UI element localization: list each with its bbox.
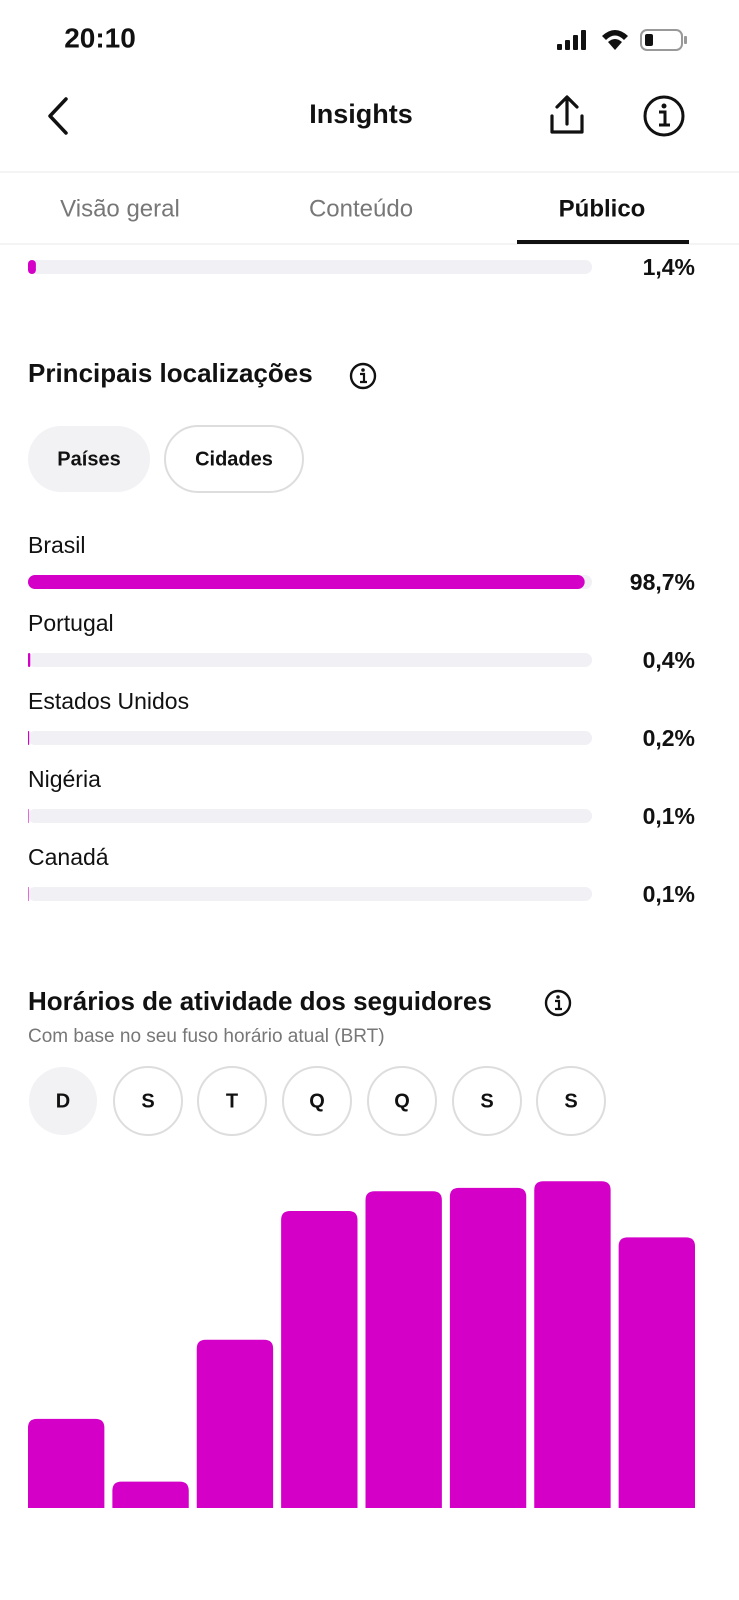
progress-track bbox=[28, 887, 592, 901]
day-button[interactable] bbox=[452, 1066, 522, 1136]
day-label[interactable]: Q bbox=[309, 1090, 325, 1112]
progress-fill bbox=[28, 575, 585, 589]
day-button[interactable] bbox=[282, 1066, 352, 1136]
progress-track bbox=[28, 260, 592, 274]
tab[interactable]: Conteúdo bbox=[309, 195, 413, 222]
progress-fill bbox=[28, 887, 29, 901]
filter-pill[interactable] bbox=[28, 426, 150, 492]
location-name: Canadá bbox=[28, 844, 109, 870]
filter-pill[interactable] bbox=[164, 425, 304, 493]
day-button[interactable] bbox=[29, 1067, 97, 1135]
value-label: 0,2% bbox=[643, 725, 695, 751]
progress-fill bbox=[28, 809, 29, 823]
info-icon[interactable] bbox=[349, 362, 377, 390]
day-label[interactable]: S bbox=[141, 1090, 154, 1112]
progress-fill bbox=[28, 731, 30, 745]
info-icon[interactable] bbox=[544, 989, 572, 1017]
value-label: 0,1% bbox=[643, 881, 695, 907]
day-label[interactable]: S bbox=[564, 1090, 577, 1112]
info-button[interactable] bbox=[643, 95, 685, 137]
filter-label[interactable]: Cidades bbox=[195, 448, 273, 470]
share-button[interactable] bbox=[550, 95, 584, 134]
day-label[interactable]: D bbox=[56, 1090, 70, 1112]
activity-bar bbox=[449, 1187, 527, 1508]
progress-fill bbox=[28, 653, 31, 667]
day-label[interactable]: S bbox=[480, 1090, 493, 1112]
location-name: Brasil bbox=[28, 532, 86, 558]
value-label: 0,4% bbox=[643, 647, 695, 673]
activity-bar bbox=[281, 1211, 358, 1508]
section-title: Principais localizações bbox=[28, 358, 313, 388]
activity-bar bbox=[28, 1418, 105, 1508]
activity-bar bbox=[618, 1237, 695, 1508]
back-button[interactable] bbox=[48, 97, 68, 135]
progress-fill bbox=[28, 260, 36, 274]
header-title: Insights bbox=[309, 99, 413, 129]
progress-track bbox=[28, 653, 592, 667]
filter-label[interactable]: Países bbox=[57, 448, 120, 470]
tab[interactable]: Visão geral bbox=[60, 195, 180, 222]
section-subtitle: Com base no seu fuso horário atual (BRT) bbox=[28, 1026, 385, 1047]
day-button[interactable] bbox=[367, 1066, 437, 1136]
value-label: 0,1% bbox=[643, 803, 695, 829]
day-button[interactable] bbox=[536, 1066, 606, 1136]
tab-indicator bbox=[517, 240, 689, 244]
location-name: Nigéria bbox=[28, 766, 101, 792]
activity-bar bbox=[365, 1191, 442, 1508]
section-title: Horários de atividade dos seguidores bbox=[28, 986, 492, 1016]
day-button[interactable] bbox=[197, 1066, 267, 1136]
activity-bar bbox=[112, 1481, 189, 1508]
location-name: Estados Unidos bbox=[28, 688, 189, 714]
value-label: 98,7% bbox=[630, 569, 695, 595]
progress-track bbox=[28, 809, 592, 823]
day-label[interactable]: T bbox=[226, 1090, 238, 1112]
value-label: 1,4% bbox=[643, 254, 695, 280]
activity-bar bbox=[196, 1339, 274, 1508]
activity-bar bbox=[534, 1181, 611, 1508]
progress-track bbox=[28, 731, 592, 745]
status-time: 20:10 bbox=[64, 22, 136, 53]
day-label[interactable]: Q bbox=[394, 1090, 410, 1112]
status-icons bbox=[557, 29, 687, 51]
tab[interactable]: Público bbox=[559, 195, 646, 222]
location-name: Portugal bbox=[28, 610, 114, 636]
day-button[interactable] bbox=[113, 1066, 183, 1136]
